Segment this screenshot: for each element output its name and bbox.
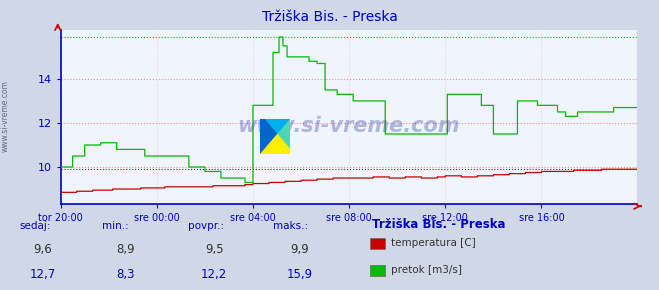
Text: temperatura [C]: temperatura [C] <box>391 238 476 248</box>
Text: pretok [m3/s]: pretok [m3/s] <box>391 265 462 275</box>
Polygon shape <box>260 119 290 154</box>
Bar <box>370 238 385 249</box>
Text: 12,2: 12,2 <box>201 268 227 281</box>
Polygon shape <box>260 119 290 154</box>
Text: 12,7: 12,7 <box>30 268 56 281</box>
Text: 9,9: 9,9 <box>291 243 309 256</box>
Text: min.:: min.: <box>102 221 129 231</box>
Text: www.si-vreme.com: www.si-vreme.com <box>1 80 10 152</box>
Text: 15,9: 15,9 <box>287 268 313 281</box>
Text: 8,9: 8,9 <box>116 243 134 256</box>
Text: 9,6: 9,6 <box>34 243 52 256</box>
Text: povpr.:: povpr.: <box>188 221 224 231</box>
Text: Tržiška Bis. - Preska: Tržiška Bis. - Preska <box>372 218 506 231</box>
Bar <box>370 265 385 276</box>
Polygon shape <box>265 119 290 148</box>
Text: maks.:: maks.: <box>273 221 308 231</box>
Text: sedaj:: sedaj: <box>20 221 51 231</box>
Text: Tržiška Bis. - Preska: Tržiška Bis. - Preska <box>262 10 397 24</box>
Text: 9,5: 9,5 <box>205 243 223 256</box>
Text: www.si-vreme.com: www.si-vreme.com <box>238 116 460 136</box>
Text: 8,3: 8,3 <box>116 268 134 281</box>
